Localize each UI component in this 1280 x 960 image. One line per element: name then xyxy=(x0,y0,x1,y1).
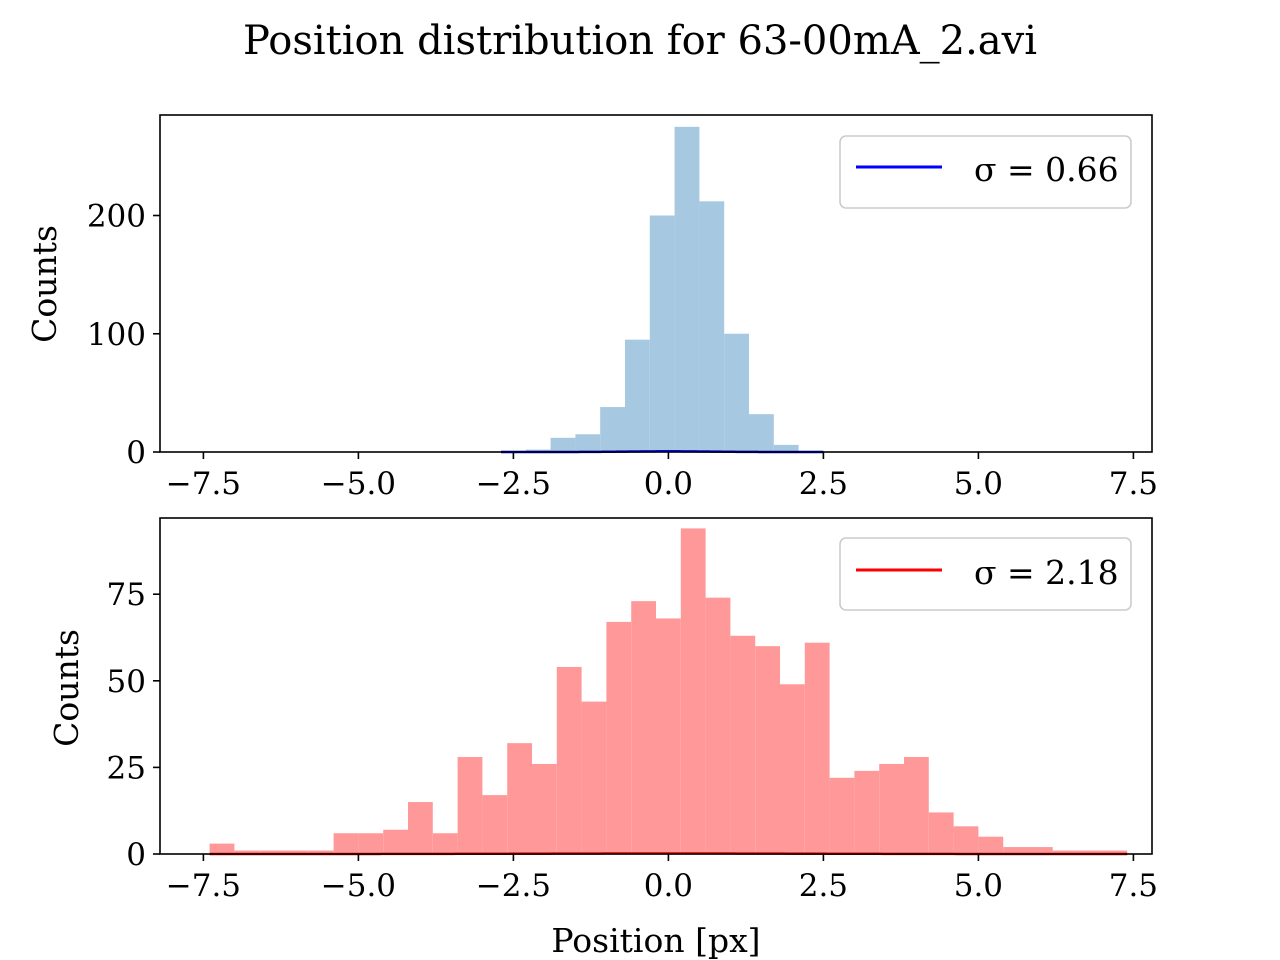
top-histogram-bar xyxy=(724,333,749,452)
bottom-histogram-bar xyxy=(333,833,359,854)
top-x-tick-label: 2.5 xyxy=(799,466,848,502)
bottom-histogram-bar xyxy=(705,597,731,854)
top-x-tick-label: 7.5 xyxy=(1109,466,1158,502)
bottom-y-axis: 0 25 50 75 xyxy=(107,577,160,873)
bottom-histogram-bar xyxy=(829,777,855,854)
top-histogram-bar xyxy=(699,201,725,452)
bottom-x-axis-label: Position [px] xyxy=(551,921,760,960)
top-x-tick-label: −5.0 xyxy=(321,466,396,502)
top-histogram-bars xyxy=(501,126,824,452)
top-histogram-bar xyxy=(649,215,675,452)
top-y-tick-label: 100 xyxy=(87,317,146,353)
bottom-legend-label: σ = 2.18 xyxy=(974,553,1119,592)
bottom-histogram-bar xyxy=(904,757,929,854)
top-x-tick-label: 0.0 xyxy=(644,466,693,502)
bottom-histogram-bar xyxy=(581,701,607,854)
bottom-histogram-bar xyxy=(1028,847,1053,854)
bottom-histogram-bars xyxy=(209,528,1128,854)
top-histogram-bar xyxy=(600,407,625,452)
bottom-histogram-bar xyxy=(606,621,632,854)
bottom-y-tick-label: 50 xyxy=(107,664,146,700)
bottom-histogram-bar xyxy=(1077,850,1103,854)
bottom-histogram-bar xyxy=(953,826,979,854)
bottom-x-tick-label: 0.0 xyxy=(644,868,693,904)
bottom-legend: σ = 2.18 xyxy=(839,537,1132,611)
bottom-histogram-bar xyxy=(1003,847,1028,854)
bottom-histogram-bar xyxy=(507,743,532,854)
bottom-histogram-bar xyxy=(308,850,334,854)
top-y-tick-label: 200 xyxy=(87,199,146,235)
bottom-histogram-bar xyxy=(804,642,830,854)
bottom-plot-frame xyxy=(159,517,1153,855)
top-plot-frame xyxy=(159,114,1153,453)
bottom-histogram-bar xyxy=(1102,850,1128,854)
bottom-histogram-bar xyxy=(879,763,904,854)
bottom-histogram-bar xyxy=(532,763,557,854)
bottom-histogram-bar xyxy=(358,833,384,854)
bottom-histogram-bar xyxy=(209,843,235,854)
top-x-tick-label: 5.0 xyxy=(954,466,1003,502)
top-legend: σ = 0.66 xyxy=(839,135,1132,209)
bottom-histogram-bar xyxy=(383,829,408,854)
bottom-y-tick-label: 25 xyxy=(107,750,146,786)
bottom-histogram-bar xyxy=(482,795,508,854)
bottom-histogram-bar xyxy=(556,666,582,854)
bottom-histogram-bar xyxy=(234,850,260,854)
bottom-x-tick-label: 2.5 xyxy=(799,868,848,904)
bottom-histogram-bar xyxy=(408,802,433,854)
bottom-x-tick-label: 5.0 xyxy=(954,868,1003,904)
bottom-y-tick-label: 0 xyxy=(126,837,146,873)
top-y-axis-label: Counts xyxy=(25,225,64,343)
top-histogram-bar xyxy=(773,444,799,452)
bottom-histogram-bar xyxy=(457,757,483,854)
top-y-axis: 0 100 200 xyxy=(87,199,160,471)
bottom-y-axis-label: Counts xyxy=(47,629,86,747)
bottom-x-tick-label: 7.5 xyxy=(1109,868,1158,904)
top-histogram-bar xyxy=(575,434,601,452)
bottom-histogram-bar xyxy=(680,528,706,854)
bottom-histogram-bar xyxy=(755,646,780,854)
bottom-y-tick-label: 75 xyxy=(107,577,146,613)
bottom-legend-box xyxy=(839,537,1132,611)
top-legend-box xyxy=(839,135,1132,209)
top-legend-label: σ = 0.66 xyxy=(974,150,1119,189)
bottom-histogram-bar xyxy=(259,850,284,854)
bottom-histogram-bar xyxy=(854,770,880,854)
bottom-x-tick-label: −7.5 xyxy=(166,868,241,904)
top-histogram-bar xyxy=(625,339,650,452)
bottom-histogram-bar xyxy=(1052,850,1078,854)
bottom-histogram-bar xyxy=(656,618,681,854)
top-x-tick-label: −7.5 xyxy=(166,466,241,502)
bottom-x-tick-label: −5.0 xyxy=(321,868,396,904)
top-histogram-bar xyxy=(749,414,774,452)
figure-title: Position distribution for 63-00mA_2.avi xyxy=(243,18,1037,64)
bottom-histogram-bar xyxy=(978,836,1004,854)
bottom-x-tick-label: −2.5 xyxy=(476,868,551,904)
bottom-histogram-bar xyxy=(432,833,458,854)
top-y-tick-label: 0 xyxy=(126,435,146,471)
top-x-axis: −7.5 −5.0 −2.5 0.0 2.5 5.0 7.5 xyxy=(166,452,1158,502)
bottom-histogram-bar xyxy=(631,601,656,854)
bottom-histogram-bar xyxy=(928,812,954,854)
top-histogram-bar xyxy=(550,437,576,452)
bottom-x-axis: −7.5 −5.0 −2.5 0.0 2.5 5.0 7.5 xyxy=(166,854,1158,904)
top-histogram-bar xyxy=(674,126,700,452)
bottom-histogram-bar xyxy=(284,850,309,854)
bottom-histogram-bar xyxy=(730,635,756,854)
top-x-tick-label: −2.5 xyxy=(476,466,551,502)
bottom-histogram-bar xyxy=(780,684,805,854)
